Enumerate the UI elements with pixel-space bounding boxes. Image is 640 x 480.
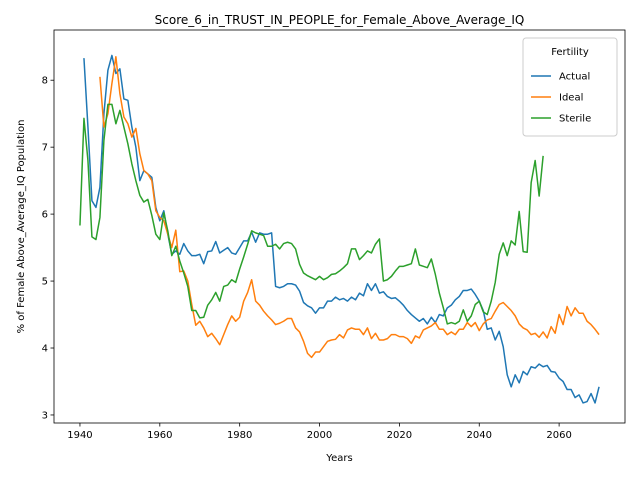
legend-label: Actual bbox=[559, 72, 590, 83]
legend-title: Fertility bbox=[551, 47, 589, 58]
x-tick-label: 1980 bbox=[227, 430, 252, 441]
x-tick-label: 2000 bbox=[307, 430, 332, 441]
x-tick-label: 2020 bbox=[387, 430, 412, 441]
legend-label: Sterile bbox=[559, 114, 591, 125]
y-axis-label: % of Female Above_Average_IQ Population bbox=[16, 120, 27, 334]
y-tick-label: 4 bbox=[42, 344, 48, 355]
y-tick-label: 3 bbox=[42, 410, 48, 421]
y-tick-label: 5 bbox=[42, 277, 48, 288]
chart-title: Score_6_in_TRUST_IN_PEOPLE_for_Female_Ab… bbox=[155, 13, 525, 27]
x-tick-label: 2040 bbox=[467, 430, 492, 441]
x-tick-label: 1960 bbox=[147, 430, 172, 441]
x-tick-label: 2060 bbox=[546, 430, 571, 441]
axes-frame bbox=[53, 29, 626, 424]
line-series bbox=[79, 103, 544, 325]
y-tick-label: 6 bbox=[42, 210, 48, 221]
x-axis-label: Years bbox=[325, 453, 352, 464]
legend-label: Ideal bbox=[559, 93, 583, 104]
x-tick-label: 1940 bbox=[67, 430, 92, 441]
y-tick-label: 8 bbox=[42, 76, 48, 87]
y-tick-label: 7 bbox=[42, 143, 48, 154]
legend-box bbox=[522, 37, 618, 137]
